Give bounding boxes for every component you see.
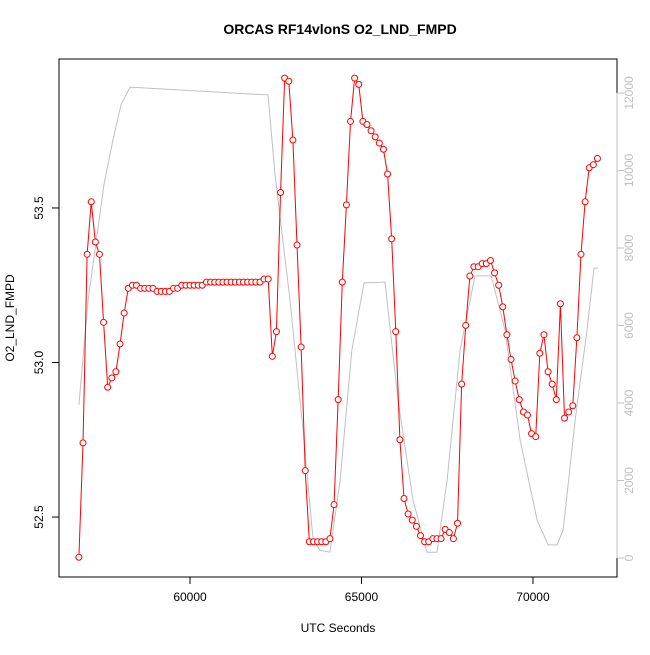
- data-point: [445, 528, 453, 536]
- data-point: [540, 331, 548, 339]
- data-point: [408, 516, 416, 524]
- data-point: [108, 374, 116, 382]
- data-point: [396, 436, 404, 444]
- y2-tick-label: 0: [622, 554, 636, 561]
- data-point: [449, 535, 457, 543]
- data-point: [466, 272, 474, 280]
- data-point: [301, 467, 309, 475]
- data-point: [462, 321, 470, 329]
- data-point: [277, 189, 285, 197]
- data-point: [351, 74, 359, 82]
- data-point: [112, 368, 120, 376]
- y2-tick-label: 10000: [622, 153, 636, 187]
- data-point: [83, 250, 91, 258]
- data-point: [392, 328, 400, 336]
- data-point: [577, 250, 585, 258]
- data-point: [499, 303, 507, 311]
- data-point: [454, 519, 462, 527]
- data-point: [120, 309, 128, 317]
- data-point: [272, 328, 280, 336]
- data-point: [486, 257, 494, 265]
- data-point: [75, 553, 83, 561]
- data-point: [523, 411, 531, 419]
- data-point: [91, 238, 99, 246]
- y-tick-label: 52.5: [32, 505, 46, 529]
- data-point: [116, 340, 124, 348]
- data-point: [556, 300, 564, 308]
- data-point: [561, 414, 569, 422]
- data-point: [330, 501, 338, 509]
- data-point: [581, 198, 589, 206]
- data-point: [338, 278, 346, 286]
- data-point: [347, 117, 355, 125]
- data-point: [363, 121, 371, 129]
- y2-tick-label: 2000: [622, 467, 636, 494]
- y2-tick-label: 12000: [622, 76, 636, 110]
- data-point: [416, 532, 424, 540]
- x-tick-label: 65000: [345, 590, 379, 604]
- data-point: [355, 80, 363, 88]
- data-point: [95, 250, 103, 258]
- data-point: [593, 155, 601, 163]
- data-point: [285, 77, 293, 85]
- data-point: [289, 136, 297, 144]
- data-point: [548, 380, 556, 388]
- data-point: [458, 380, 466, 388]
- data-point: [379, 145, 387, 153]
- y2-tick-label: 6000: [622, 312, 636, 339]
- data-point: [437, 535, 445, 543]
- data-point: [404, 510, 412, 518]
- x-tick-label: 60000: [173, 590, 207, 604]
- y2-tick-label: 4000: [622, 389, 636, 416]
- data-point: [264, 275, 272, 283]
- data-point: [334, 396, 342, 404]
- data-point: [503, 331, 511, 339]
- x-tick-label: 70000: [516, 590, 550, 604]
- data-point: [589, 161, 597, 169]
- data-point: [552, 396, 560, 404]
- data-point: [268, 352, 276, 360]
- data-point: [79, 439, 87, 447]
- data-point: [536, 349, 544, 357]
- data-point: [400, 494, 408, 502]
- data-point: [384, 170, 392, 178]
- data-point: [515, 396, 523, 404]
- data-point: [293, 241, 301, 249]
- data-point: [388, 235, 396, 243]
- data-point: [367, 127, 375, 135]
- data-point: [573, 334, 581, 342]
- data-point: [342, 201, 350, 209]
- data-point: [532, 433, 540, 441]
- y-tick-label: 53.5: [32, 196, 46, 220]
- chart-title: ORCAS RF14vlonS O2_LND_FMPD: [223, 21, 456, 37]
- data-point: [511, 377, 519, 385]
- data-point: [569, 402, 577, 410]
- y2-tick-label: 8000: [622, 234, 636, 261]
- data-point: [412, 522, 420, 530]
- data-point: [326, 535, 334, 543]
- data-point: [565, 408, 573, 416]
- data-point: [507, 355, 515, 363]
- data-point: [371, 133, 379, 141]
- data-point: [544, 368, 552, 376]
- data-point: [100, 318, 108, 326]
- y-axis-label: O2_LND_FMPD: [3, 274, 17, 362]
- x-axis-label: UTC Seconds: [301, 621, 376, 635]
- data-point: [87, 198, 95, 206]
- y-tick-label: 53.0: [32, 351, 46, 375]
- data-point: [297, 343, 305, 351]
- data-point: [104, 383, 112, 391]
- data-point: [491, 269, 499, 277]
- data-point: [495, 281, 503, 289]
- data-point: [375, 139, 383, 147]
